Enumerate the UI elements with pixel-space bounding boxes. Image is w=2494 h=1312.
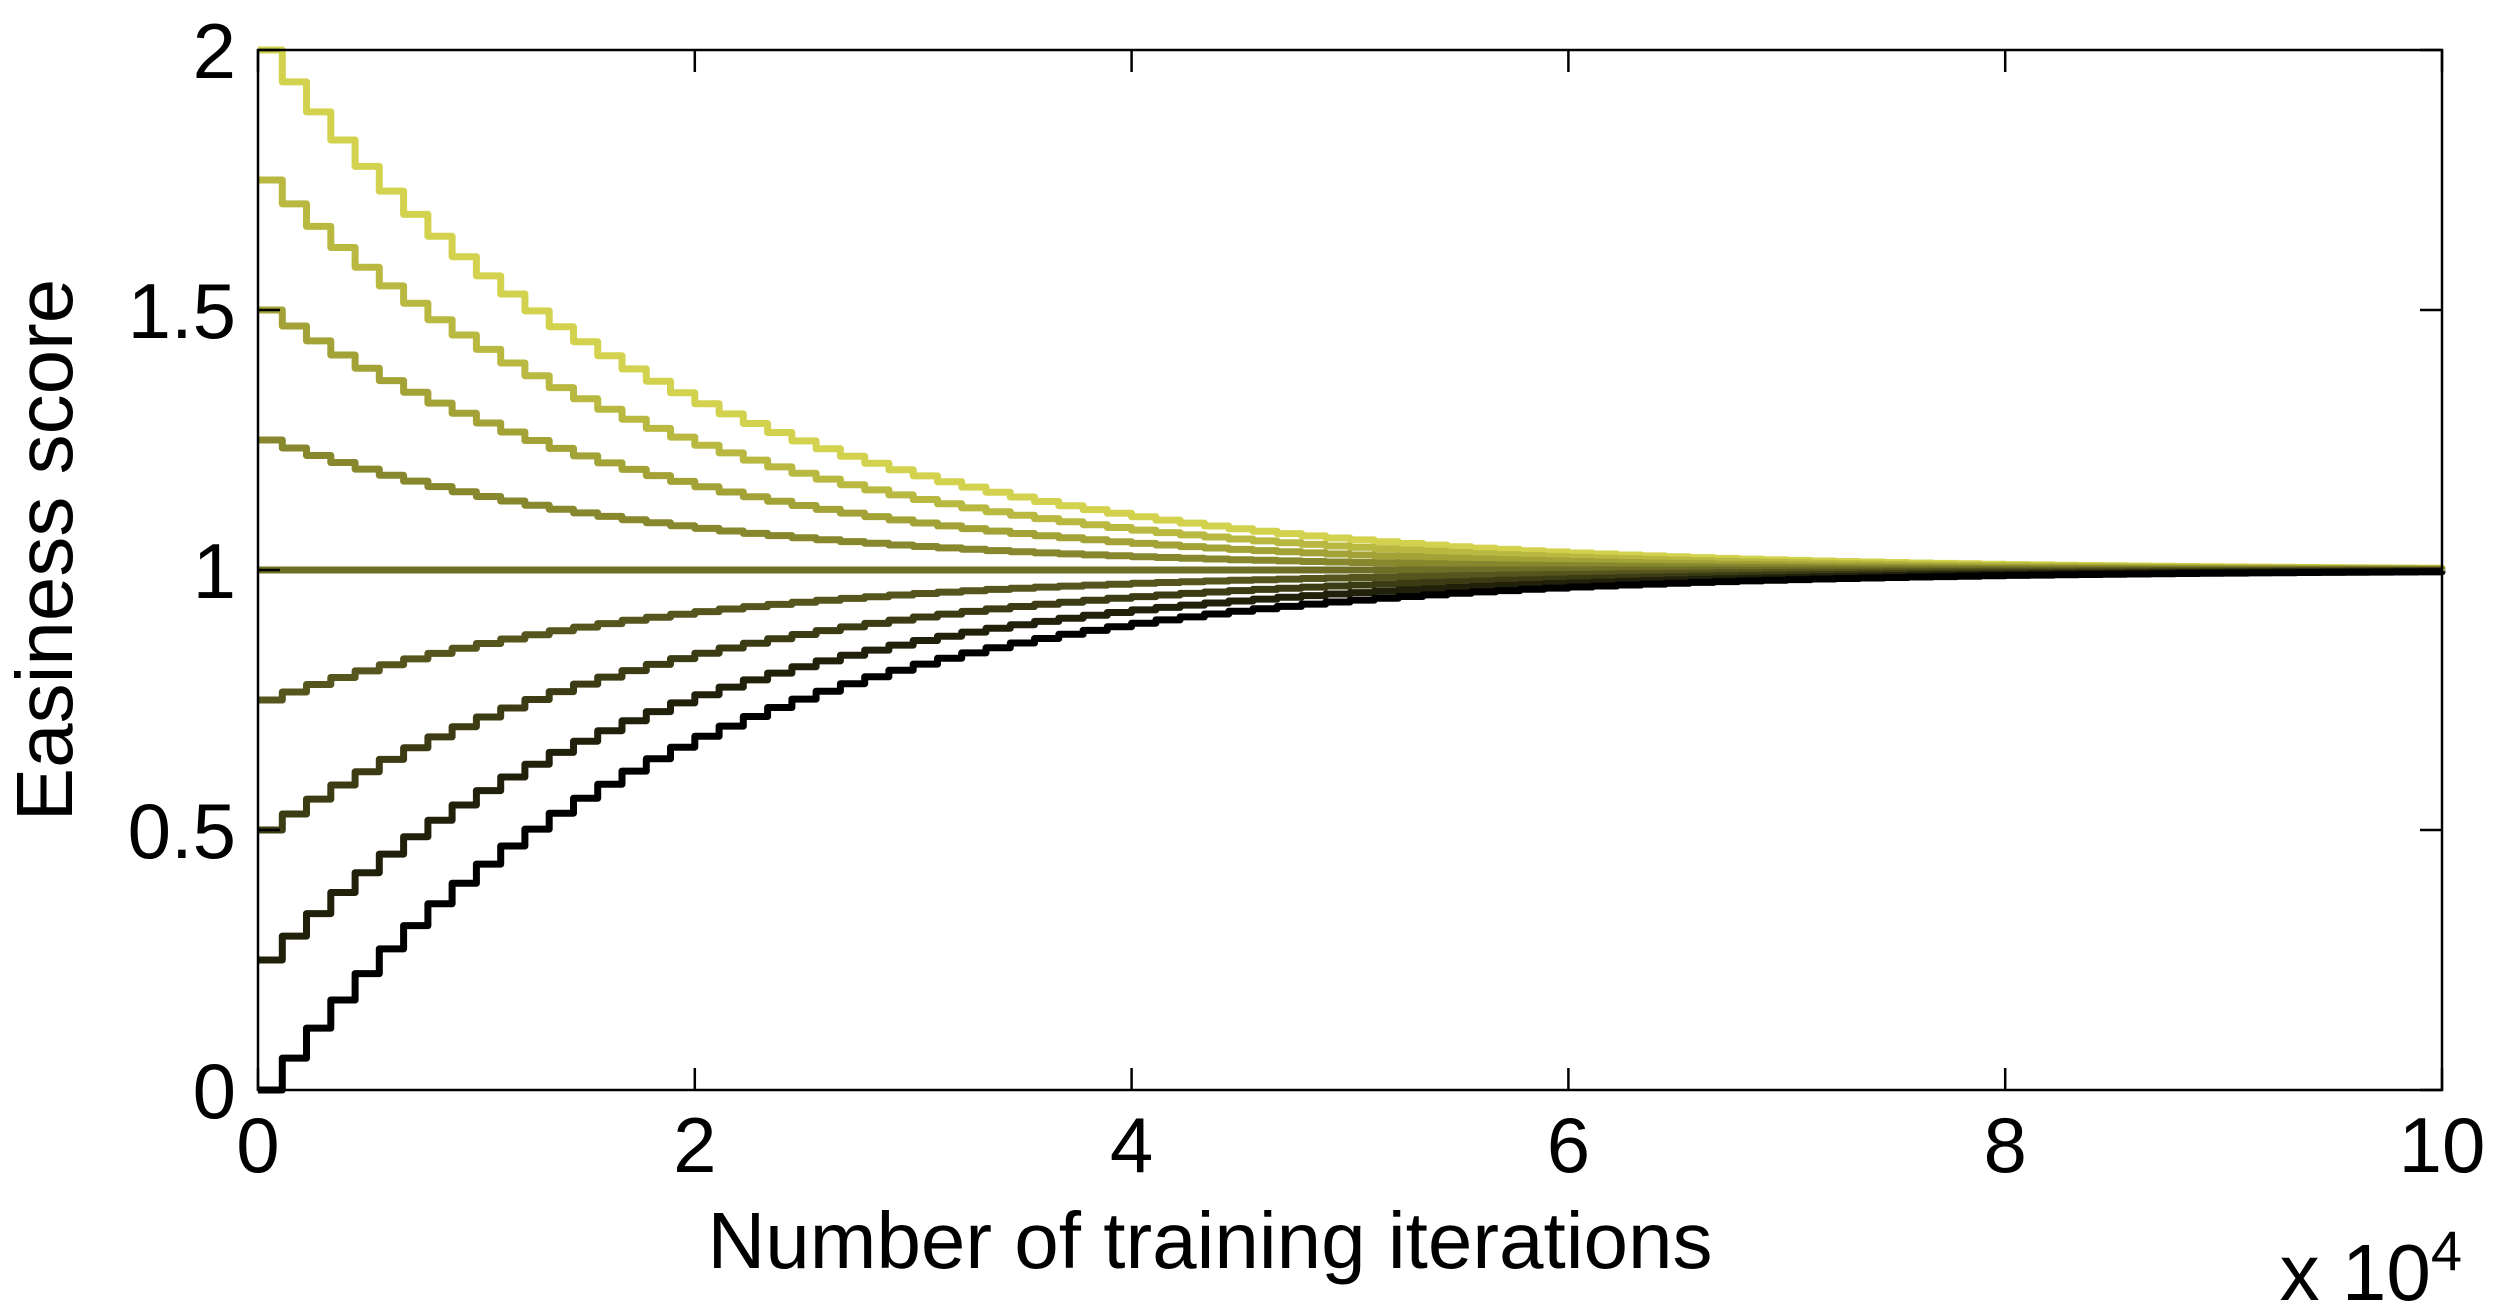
x-axis-multiplier: x 104	[2280, 1219, 2462, 1312]
series-line-2	[258, 306, 2442, 573]
y-tick-label-0: 0	[193, 1047, 236, 1135]
tick-label-layer: 0 2 4 6 8 10 0 0.5 1 1.5 2	[128, 7, 2486, 1189]
x-tick-label-5: 10	[2399, 1101, 2486, 1189]
x-multiplier-exponent: 4	[2431, 1219, 2462, 1282]
series-layer	[258, 46, 2446, 1094]
series-line-6	[258, 567, 2442, 834]
x-tick-label-0: 0	[236, 1101, 279, 1189]
x-tick-label-4: 8	[1984, 1101, 2027, 1189]
series-line-8	[258, 568, 2446, 1094]
series-line-0	[258, 46, 2446, 572]
x-multiplier-base: x 10	[2280, 1228, 2431, 1312]
y-tick-label-4: 2	[193, 7, 236, 95]
x-tick-label-1: 2	[673, 1101, 716, 1189]
y-tick-label-3: 1.5	[128, 267, 236, 355]
x-axis-label: Number of training iterations	[708, 1196, 1713, 1285]
y-axis-label: Easiness score	[0, 279, 89, 821]
y-tick-label-1: 0.5	[128, 787, 236, 875]
x-tick-label-3: 6	[1547, 1101, 1590, 1189]
tick-layer	[256, 48, 2444, 1092]
y-tick-label-2: 1	[193, 527, 236, 615]
x-tick-label-2: 4	[1110, 1101, 1153, 1189]
